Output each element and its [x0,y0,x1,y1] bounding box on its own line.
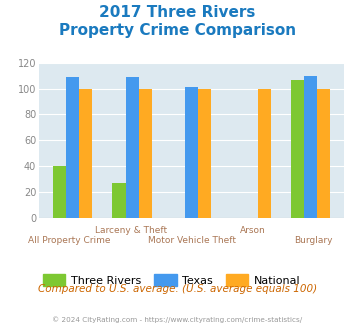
Bar [126,77,139,218]
Text: Motor Vehicle Theft: Motor Vehicle Theft [148,236,236,245]
Text: Larceny & Theft: Larceny & Theft [94,226,167,235]
Bar [113,183,126,218]
Bar [317,88,331,218]
Bar [66,77,79,218]
Text: Burglary: Burglary [295,236,333,245]
Bar [53,166,66,218]
Bar [291,80,304,218]
Text: 2017 Three Rivers: 2017 Three Rivers [99,5,256,20]
Text: Arson: Arson [240,226,266,235]
Text: © 2024 CityRating.com - https://www.cityrating.com/crime-statistics/: © 2024 CityRating.com - https://www.city… [53,317,302,323]
Bar [198,88,211,218]
Bar [304,76,317,218]
Bar [258,88,271,218]
Legend: Three Rivers, Texas, National: Three Rivers, Texas, National [38,270,305,290]
Bar [139,88,152,218]
Bar [185,87,198,218]
Text: All Property Crime: All Property Crime [28,236,111,245]
Text: Compared to U.S. average. (U.S. average equals 100): Compared to U.S. average. (U.S. average … [38,284,317,294]
Text: Property Crime Comparison: Property Crime Comparison [59,23,296,38]
Bar [79,88,92,218]
